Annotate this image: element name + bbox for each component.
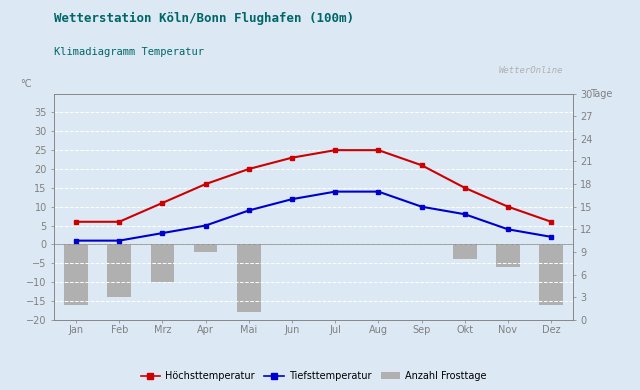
Text: WetterOnline: WetterOnline bbox=[499, 66, 563, 75]
Text: Wetterstation Köln/Bonn Flughafen (100m): Wetterstation Köln/Bonn Flughafen (100m) bbox=[54, 12, 355, 25]
Bar bbox=[194, 245, 218, 252]
Y-axis label: Tage: Tage bbox=[590, 89, 612, 99]
Bar bbox=[453, 245, 477, 259]
Text: Klimadiagramm Temperatur: Klimadiagramm Temperatur bbox=[54, 47, 204, 57]
Legend: Höchsttemperatur, Tiefsttemperatur, Anzahl Frosttage: Höchsttemperatur, Tiefsttemperatur, Anza… bbox=[137, 367, 490, 385]
Bar bbox=[64, 245, 88, 305]
Bar bbox=[108, 245, 131, 297]
Y-axis label: °C: °C bbox=[20, 79, 31, 89]
Bar bbox=[237, 245, 260, 312]
Bar bbox=[540, 245, 563, 305]
Bar bbox=[150, 245, 174, 282]
Bar bbox=[496, 245, 520, 267]
